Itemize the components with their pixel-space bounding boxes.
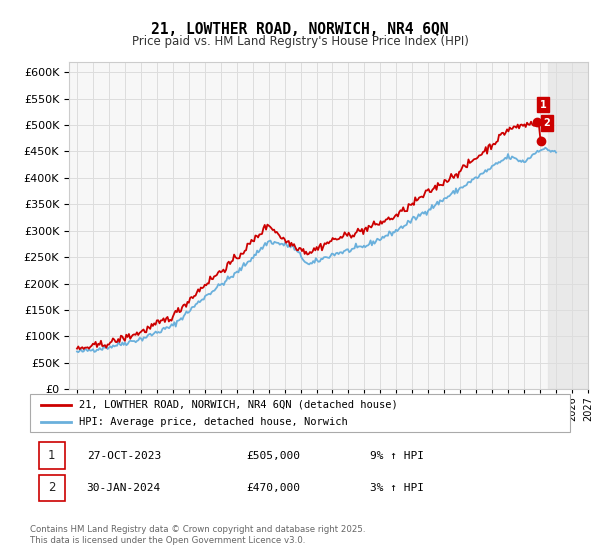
Text: Price paid vs. HM Land Registry's House Price Index (HPI): Price paid vs. HM Land Registry's House … [131,35,469,48]
Text: 30-JAN-2024: 30-JAN-2024 [86,483,161,493]
FancyBboxPatch shape [38,475,65,501]
Text: 3% ↑ HPI: 3% ↑ HPI [370,483,424,493]
Text: Contains HM Land Registry data © Crown copyright and database right 2025.
This d: Contains HM Land Registry data © Crown c… [30,525,365,545]
Text: £470,000: £470,000 [246,483,300,493]
FancyBboxPatch shape [30,394,570,432]
Text: 21, LOWTHER ROAD, NORWICH, NR4 6QN: 21, LOWTHER ROAD, NORWICH, NR4 6QN [151,22,449,38]
Text: 1: 1 [539,100,547,110]
Text: 9% ↑ HPI: 9% ↑ HPI [370,451,424,461]
FancyBboxPatch shape [38,442,65,469]
Text: 27-OCT-2023: 27-OCT-2023 [86,451,161,461]
Text: 2: 2 [48,482,55,494]
Bar [548,62,596,389]
Text: HPI: Average price, detached house, Norwich: HPI: Average price, detached house, Norw… [79,417,347,427]
Text: 1: 1 [48,449,55,462]
Text: £505,000: £505,000 [246,451,300,461]
Text: 21, LOWTHER ROAD, NORWICH, NR4 6QN (detached house): 21, LOWTHER ROAD, NORWICH, NR4 6QN (deta… [79,400,397,410]
Text: 2: 2 [544,118,550,128]
